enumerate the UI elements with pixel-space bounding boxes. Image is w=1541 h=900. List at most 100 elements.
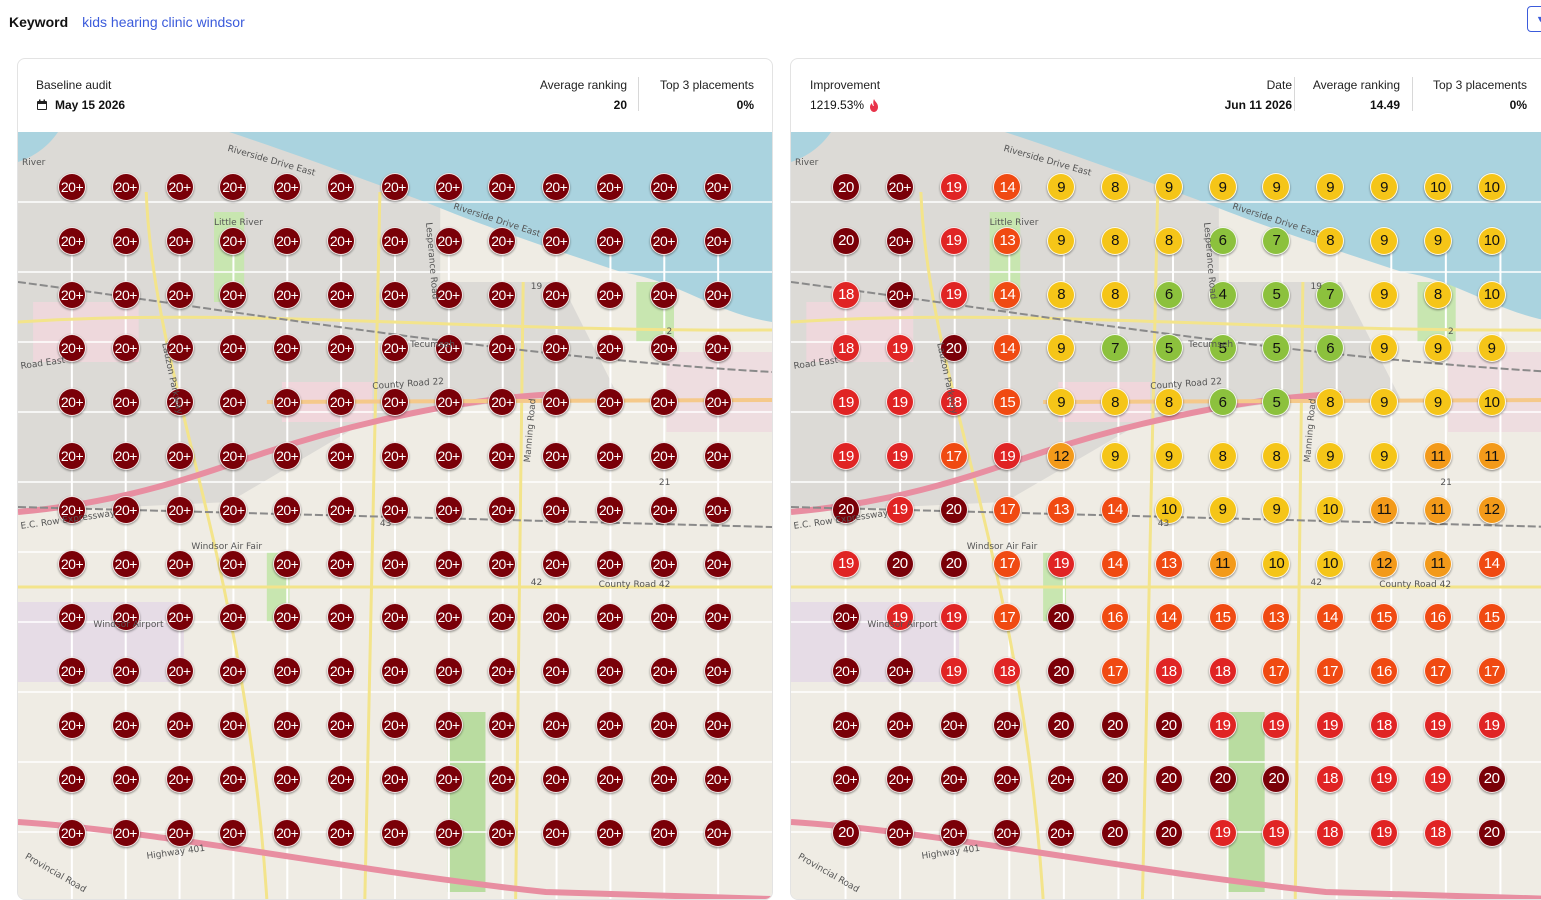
rank-pin[interactable]: 20+ — [273, 764, 302, 793]
rank-pin[interactable]: 13 — [1262, 603, 1291, 632]
rank-pin[interactable]: 20+ — [542, 711, 571, 739]
rank-pin[interactable]: 16 — [1423, 603, 1452, 632]
rank-pin[interactable]: 20 — [832, 173, 860, 201]
rank-pin[interactable]: 20+ — [111, 442, 140, 470]
rank-pin[interactable]: 15 — [993, 388, 1022, 417]
rank-pin[interactable]: 18 — [1154, 657, 1183, 686]
rank-pin[interactable]: 14 — [1101, 549, 1129, 578]
rank-pin[interactable]: 15 — [1370, 603, 1398, 632]
rank-pin[interactable]: 12 — [1047, 442, 1076, 470]
rank-pin[interactable]: 20+ — [273, 603, 302, 632]
rank-pin[interactable]: 20+ — [993, 711, 1022, 739]
rank-pin[interactable]: 20 — [832, 495, 860, 524]
rank-pin[interactable]: 20+ — [993, 764, 1022, 793]
rank-pin[interactable]: 20+ — [111, 603, 140, 632]
rank-pin[interactable]: 20+ — [993, 818, 1022, 847]
rank-pin[interactable]: 20+ — [380, 657, 409, 686]
rank-pin[interactable]: 14 — [993, 173, 1022, 201]
rank-pin[interactable]: 20+ — [542, 226, 571, 255]
rank-pin[interactable]: 20+ — [434, 657, 463, 686]
rank-pin[interactable]: 8 — [1316, 388, 1345, 417]
rank-pin[interactable]: 20+ — [165, 388, 194, 417]
rank-pin[interactable]: 13 — [1047, 495, 1076, 524]
rank-pin[interactable]: 20+ — [273, 657, 302, 686]
rank-pin[interactable]: 20+ — [327, 495, 355, 524]
rank-pin[interactable]: 19 — [1423, 764, 1452, 793]
rank-pin[interactable]: 11 — [1423, 495, 1452, 524]
rank-pin[interactable]: 20+ — [703, 711, 732, 739]
rank-pin[interactable]: 14 — [1477, 549, 1506, 578]
rank-pin[interactable]: 20+ — [596, 173, 624, 201]
rank-pin[interactable]: 8 — [1101, 173, 1129, 201]
rank-pin[interactable]: 20+ — [649, 334, 678, 363]
rank-pin[interactable]: 19 — [832, 442, 860, 470]
rank-pin[interactable]: 9 — [1101, 442, 1129, 470]
rank-pin[interactable]: 19 — [885, 442, 914, 470]
rank-pin[interactable]: 20+ — [165, 226, 194, 255]
rank-pin[interactable]: 20+ — [832, 764, 860, 793]
rank-pin[interactable]: 9 — [1208, 173, 1237, 201]
rank-pin[interactable]: 9 — [1208, 495, 1237, 524]
rank-pin[interactable]: 18 — [1208, 657, 1237, 686]
rank-pin[interactable]: 20+ — [488, 388, 517, 417]
rank-pin[interactable]: 19 — [1370, 818, 1398, 847]
rank-pin[interactable]: 20+ — [58, 280, 86, 309]
rank-pin[interactable]: 20+ — [488, 334, 517, 363]
rank-pin[interactable]: 18 — [993, 657, 1022, 686]
rank-pin[interactable]: 20+ — [703, 442, 732, 470]
rank-pin[interactable]: 20+ — [649, 764, 678, 793]
rank-pin[interactable]: 20 — [939, 549, 968, 578]
rank-pin[interactable]: 8 — [1423, 280, 1452, 309]
rank-pin[interactable]: 20+ — [380, 603, 409, 632]
rank-pin[interactable]: 20+ — [273, 549, 302, 578]
rank-pin[interactable]: 19 — [939, 603, 968, 632]
rank-pin[interactable]: 20+ — [542, 549, 571, 578]
rank-pin[interactable]: 20+ — [939, 711, 968, 739]
rank-pin[interactable]: 20 — [832, 226, 860, 255]
rank-pin[interactable]: 20+ — [219, 388, 248, 417]
rank-pin[interactable]: 9 — [1370, 226, 1398, 255]
rank-pin[interactable]: 20+ — [939, 764, 968, 793]
rank-pin[interactable]: 20+ — [434, 603, 463, 632]
rank-pin[interactable]: 20 — [832, 818, 860, 847]
rank-pin[interactable]: 20+ — [273, 442, 302, 470]
rank-pin[interactable]: 14 — [1154, 603, 1183, 632]
rank-pin[interactable]: 9 — [1316, 173, 1345, 201]
rank-pin[interactable]: 20+ — [649, 280, 678, 309]
rank-pin[interactable]: 17 — [993, 549, 1022, 578]
rank-pin[interactable]: 5 — [1262, 334, 1291, 363]
rank-pin[interactable]: 20+ — [596, 603, 624, 632]
rank-pin[interactable]: 20+ — [273, 173, 302, 201]
rank-pin[interactable]: 20+ — [219, 442, 248, 470]
rank-pin[interactable]: 20+ — [380, 226, 409, 255]
rank-pin[interactable]: 20+ — [434, 495, 463, 524]
rank-pin[interactable]: 20+ — [649, 442, 678, 470]
rank-pin[interactable]: 20+ — [219, 764, 248, 793]
rank-pin[interactable]: 20+ — [703, 818, 732, 847]
rank-pin[interactable]: 20+ — [596, 818, 624, 847]
rank-pin[interactable]: 20+ — [596, 764, 624, 793]
rank-pin[interactable]: 20 — [1047, 603, 1076, 632]
rank-pin[interactable]: 17 — [1262, 657, 1291, 686]
rank-pin[interactable]: 10 — [1262, 549, 1291, 578]
rank-pin[interactable]: 20+ — [165, 280, 194, 309]
rank-pin[interactable]: 4 — [1208, 280, 1237, 309]
rank-pin[interactable]: 16 — [1101, 603, 1129, 632]
rank-pin[interactable]: 17 — [1477, 657, 1506, 686]
rank-pin[interactable]: 10 — [1423, 173, 1452, 201]
rank-pin[interactable]: 20+ — [542, 603, 571, 632]
rank-pin[interactable]: 20+ — [885, 280, 914, 309]
rank-pin[interactable]: 20+ — [165, 442, 194, 470]
rank-pin[interactable]: 20 — [1154, 711, 1183, 739]
rank-pin[interactable]: 20+ — [219, 603, 248, 632]
rank-pin[interactable]: 20 — [1154, 818, 1183, 847]
rank-pin[interactable]: 20+ — [703, 388, 732, 417]
rank-pin[interactable]: 9 — [1047, 388, 1076, 417]
rank-pin[interactable]: 8 — [1101, 226, 1129, 255]
rank-pin[interactable]: 20+ — [703, 173, 732, 201]
rank-pin[interactable]: 10 — [1477, 388, 1506, 417]
rank-pin[interactable]: 20+ — [380, 549, 409, 578]
rank-pin[interactable]: 20+ — [488, 764, 517, 793]
rank-pin[interactable]: 17 — [1316, 657, 1345, 686]
rank-pin[interactable]: 13 — [993, 226, 1022, 255]
